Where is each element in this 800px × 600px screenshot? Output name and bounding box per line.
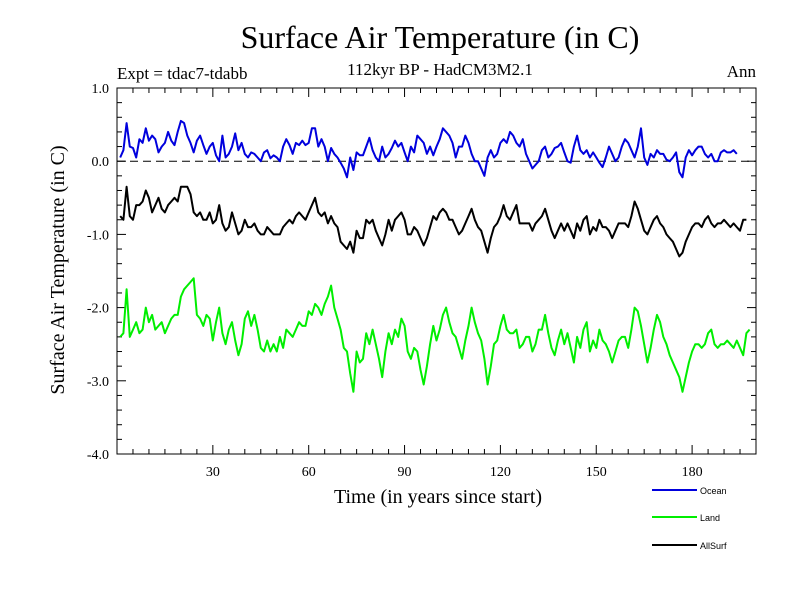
legend: Ocean Land AllSurf xyxy=(652,486,727,551)
y-tick-label: 0.0 xyxy=(92,155,110,170)
x-axis-label: Time (in years since start) xyxy=(334,486,542,508)
x-tick-label: 120 xyxy=(490,465,511,480)
series-line-allsurf xyxy=(119,185,747,258)
legend-label-ocean: Ocean xyxy=(700,486,727,496)
y-tick-label: 1.0 xyxy=(92,82,110,97)
x-tick-label: 30 xyxy=(206,465,220,480)
experiment-label: Expt = tdac7-tdabb xyxy=(117,64,247,83)
x-tick-label: 60 xyxy=(302,465,316,480)
y-tick-label: -4.0 xyxy=(87,448,109,463)
y-tick-label: -3.0 xyxy=(87,375,109,390)
plot-area: 30 60 90 120 150 180 -4.0 -3.0 -2.0 -1.0 0.0 1.0 xyxy=(87,82,757,480)
y-axis-label: Surface Air Temperature (in C) xyxy=(47,145,69,394)
x-tick-label: 90 xyxy=(398,465,412,480)
chart-title: Surface Air Temperature (in C) xyxy=(241,19,640,55)
chart-subtitle: 112kyr BP - HadCM3M2.1 xyxy=(347,60,533,79)
legend-label-land: Land xyxy=(700,513,720,523)
series-line-ocean xyxy=(119,119,738,179)
x-tick-label: 180 xyxy=(682,465,703,480)
x-tick-label: 150 xyxy=(586,465,607,480)
series-line-land xyxy=(119,277,751,393)
season-label: Ann xyxy=(727,62,757,81)
legend-label-allsurf: AllSurf xyxy=(700,541,727,551)
y-tick-label: -1.0 xyxy=(87,228,109,243)
y-tick-label: -2.0 xyxy=(87,302,109,317)
